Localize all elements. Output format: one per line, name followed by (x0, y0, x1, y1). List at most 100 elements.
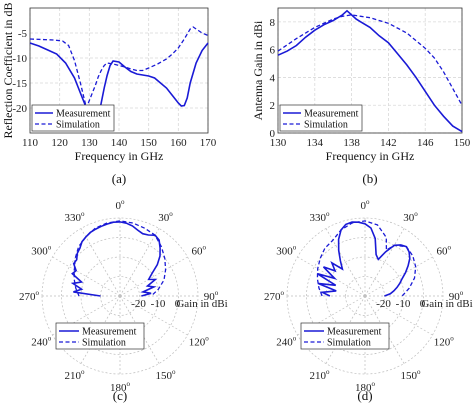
simulation-series-line (277, 14, 463, 106)
x-tick-label: 130 (81, 137, 98, 149)
angle-tick-label: 270o (264, 289, 285, 303)
polar-spoke (364, 295, 433, 336)
angle-tick-label: 210o (310, 368, 331, 382)
polar-spoke (364, 256, 433, 297)
x-tick-label: 140 (111, 137, 128, 149)
panel-caption: (d) (357, 388, 372, 403)
angle-tick-label: 120o (189, 335, 210, 349)
radial-tick-label: -10 (151, 298, 166, 310)
angle-tick-label: 300o (276, 244, 297, 258)
polar-spoke (364, 228, 405, 297)
x-tick-label: 134 (307, 137, 324, 149)
angle-tick-label: 0o (116, 198, 126, 212)
y-tick-label: -5 (18, 28, 28, 40)
panel-b-chart: 130 134 138 142 146 150 0 2 4 6 8 Frequency in GHz A… (251, 7, 471, 186)
polar-spoke (364, 295, 405, 364)
angle-tick-label: 240o (276, 335, 297, 349)
polar-spoke (119, 295, 160, 364)
legend-box (300, 322, 390, 350)
legend-box (279, 104, 363, 132)
angle-tick-label: 120o (434, 335, 455, 349)
polar-ring (100, 276, 140, 316)
angle-tick-label: 270o (19, 289, 40, 303)
panel-c-polar: 0o 30o 60o 90o 120o 150o 180o 210o 240o 270o 300o 3… (19, 198, 228, 403)
measurement-pattern-line (70, 221, 161, 297)
angle-tick-label: 30o (403, 210, 418, 224)
radial-tick-label: -20 (131, 298, 146, 310)
polar-spoke (80, 228, 121, 297)
y-tick-label: 8 (270, 17, 276, 29)
polar-spoke (119, 228, 160, 297)
angle-tick-label: 180o (110, 380, 131, 394)
legend-entry: Simulation (82, 338, 126, 349)
legend-box (31, 104, 115, 132)
angle-tick-label: 330o (310, 210, 331, 224)
angle-tick-label: 90o (449, 289, 464, 303)
polar-spoke (119, 295, 188, 336)
radial-axis-label: Gain in dBi (421, 298, 472, 310)
panel-caption: (b) (362, 171, 377, 186)
simulation-pattern-line (73, 220, 167, 297)
radial-tick-label: 0 (420, 298, 426, 310)
angle-tick-label: 210o (65, 368, 86, 382)
simulation-pattern-line (316, 220, 417, 297)
x-axis-label: Frequency in GHz (75, 149, 164, 163)
y-axis-label: Antenna Gain in dBi (251, 20, 265, 120)
x-tick-label: 138 (343, 137, 360, 149)
legend-entry: Simulation (56, 120, 100, 131)
angle-tick-label: 150o (401, 368, 422, 382)
y-tick-label: 4 (270, 72, 276, 84)
legend-entry: Measurement (82, 327, 137, 338)
y-tick-label: 6 (270, 45, 276, 57)
polar-spoke (80, 295, 121, 364)
polar-spoke (297, 256, 366, 297)
plot-frame (29, 7, 209, 134)
angle-tick-label: 60o (437, 244, 452, 258)
angle-tick-label: 300o (31, 244, 52, 258)
radial-tick-label: -20 (376, 298, 391, 310)
measurement-series-line (277, 9, 463, 133)
legend-box (55, 322, 145, 350)
x-tick-label: 150 (454, 137, 471, 149)
angle-tick-label: 60o (192, 244, 207, 258)
angle-tick-label: 150o (156, 368, 177, 382)
panel-d-polar: 0o 30o 60o 90o 120o 150o 180o 210o 240o 270o 300o 3… (264, 198, 473, 403)
polar-spoke (325, 295, 366, 364)
legend-entry: Simulation (304, 120, 348, 131)
y-tick-label: -15 (12, 78, 27, 90)
polar-spoke (119, 256, 188, 297)
x-tick-label: 160 (170, 137, 187, 149)
x-tick-label: 150 (140, 137, 157, 149)
x-tick-label: 120 (51, 137, 68, 149)
legend-entry: Measurement (56, 109, 111, 120)
angle-tick-label: 30o (158, 210, 173, 224)
measurement-series-line (29, 42, 209, 127)
legend-entry: Measurement (327, 327, 382, 338)
radial-tick-label: -10 (396, 298, 411, 310)
panel-a-chart: 110 120 130 140 150 160 170 -20 -15 -10 -5 Frequenc… (1, 2, 217, 186)
x-tick-label: 146 (417, 137, 434, 149)
legend-entry: Measurement (304, 109, 359, 120)
x-tick-label: 170 (200, 137, 217, 149)
legend-entry: Simulation (327, 338, 371, 349)
panel-caption: (c) (113, 388, 127, 403)
y-tick-label: 2 (270, 100, 276, 112)
plot-frame (277, 7, 463, 134)
x-tick-label: 142 (380, 137, 397, 149)
x-tick-label: 110 (22, 137, 39, 149)
panel-caption: (a) (112, 171, 126, 186)
x-tick-label: 130 (270, 137, 287, 149)
y-axis-label: Reflection Coefficient in dB (1, 2, 15, 138)
x-axis-label: Frequency in GHz (326, 149, 415, 163)
angle-tick-label: 0o (361, 198, 371, 212)
polar-spoke (52, 256, 121, 297)
y-tick-label: -10 (12, 53, 27, 65)
y-tick-label: 0 (270, 128, 276, 140)
angle-tick-label: 330o (65, 210, 86, 224)
angle-tick-label: 90o (204, 289, 219, 303)
radial-axis-label: Gain in dBi (176, 298, 227, 310)
angle-tick-label: 180o (355, 380, 376, 394)
radial-tick-label: 0 (175, 298, 181, 310)
y-tick-label: -20 (12, 103, 27, 115)
